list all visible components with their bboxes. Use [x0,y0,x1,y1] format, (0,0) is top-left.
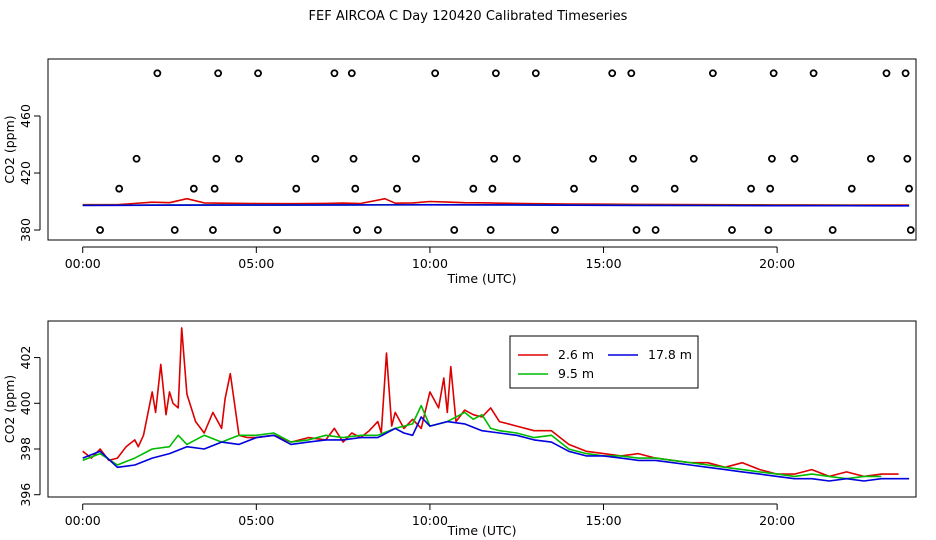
scatter-point [486,226,495,234]
y-tick-label: 460 [18,104,33,128]
scatter-point [632,226,641,234]
scatter-point [905,184,913,193]
scatter-point [627,69,636,78]
scatter-point [768,154,776,163]
scatter-point [330,69,339,78]
legend: 2.6 m 17.8 m 9.5 m [509,335,699,389]
scatter-point [212,154,221,163]
scatter-point [450,226,459,234]
scatter-point [115,184,124,193]
scatter-point [670,184,679,193]
y-tick-label: 400 [18,391,33,415]
x-tick-label: 20:00 [759,513,795,528]
scatter-point [847,184,856,193]
y-tick-label: 398 [18,437,33,461]
x-tick-label: 20:00 [759,256,795,271]
x-tick-label: 15:00 [586,256,622,271]
chart-title: FEF AIRCOA C Day 120420 Calibrated Times… [308,9,628,24]
scatter-point [790,154,799,163]
scatter-point [901,69,910,78]
legend-label: 9.5 m [558,366,594,381]
x-tick-label: 10:00 [412,513,448,528]
scatter-point [349,154,358,163]
x-tick-label: 00:00 [65,256,101,271]
scatter-point [412,154,420,163]
scatter-point [96,226,104,234]
scatter-point [651,226,660,234]
bottom-panel: 00:00 05:00 10:00 15:00 20:00 Time (UTC) 396 39… [2,320,917,538]
scatter-point [608,69,617,78]
series-line-9-5-m [82,404,882,480]
scatter-point [209,226,217,234]
y-tick-label: 402 [18,346,33,370]
x-tick-label: 05:00 [238,513,274,528]
x-tick-label: 00:00 [65,513,101,528]
x-tick-label: 10:00 [412,256,448,271]
scatter-point [469,184,478,193]
series-line-17-8-m [82,204,910,207]
scatter-point [769,69,778,78]
y-tick-label: 396 [18,483,33,507]
plot-frame [47,58,917,241]
scatter-point [273,226,282,234]
scatter-point [766,184,775,193]
scatter-point [311,154,320,163]
y-axis-label: CO2 (ppm) [2,375,17,443]
scatter-point [512,154,521,163]
scatter-point [235,154,243,163]
scatter-point [882,69,891,78]
scatter-point [866,154,875,163]
scatter-point [214,69,223,78]
scatter-point [491,69,500,78]
scatter-point [747,184,755,193]
scatter-point [488,184,497,193]
top-panel: 00:00 05:00 10:00 15:00 20:00 Time (UTC) 380 42… [2,58,917,286]
scatter-point [431,69,440,78]
scatter-point [629,154,637,163]
scatter-point [189,184,198,193]
scatter-point [347,69,356,78]
scatter-point [630,184,639,193]
series-line-2-6-m [82,327,899,478]
legend-box [509,335,699,389]
y-axis-label: CO2 (ppm) [2,115,17,183]
x-axis-label: Time (UTC) [446,271,516,286]
scatter-point [906,226,915,234]
scatter-point [708,69,717,78]
scatter-point [764,226,773,234]
scatter-point [393,184,401,193]
scatter-point [689,154,698,163]
y-tick-label: 380 [18,218,33,242]
scatter-point [351,184,360,193]
scatter-point [728,226,736,234]
scatter-point [828,226,837,234]
legend-label: 17.8 m [648,347,692,362]
scatter-point [903,154,912,163]
scatter-point [570,184,578,193]
scatter-point [490,154,499,163]
scatter-point [531,69,540,78]
scatter-point [132,154,141,163]
scatter-point [170,226,179,234]
x-axis-label: Time (UTC) [446,523,516,538]
scatter-point [292,184,301,193]
scatter-point [153,69,162,78]
plot-frame [47,320,917,498]
x-tick-label: 15:00 [586,513,622,528]
y-tick-label: 420 [18,161,33,185]
scatter-point [210,184,219,193]
legend-label: 2.6 m [558,347,594,362]
x-tick-label: 05:00 [238,256,274,271]
scatter-point [353,226,361,234]
scatter-point [589,154,598,163]
series-line-17-8-m [82,416,910,482]
scatter-point [809,69,818,78]
scatter-point [254,69,262,78]
scatter-point [373,226,382,234]
scatter-point [551,226,559,234]
